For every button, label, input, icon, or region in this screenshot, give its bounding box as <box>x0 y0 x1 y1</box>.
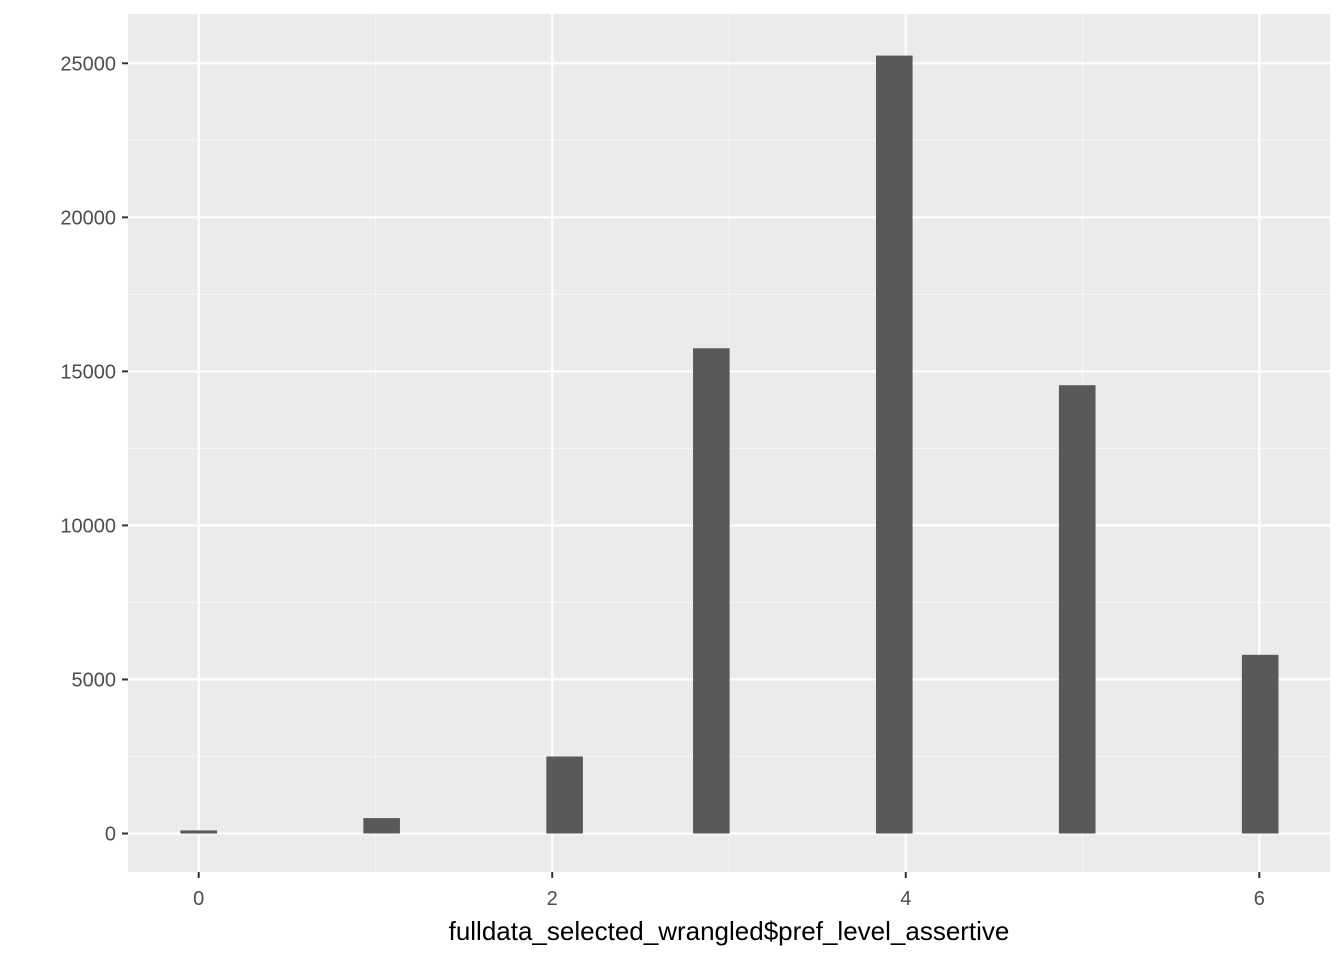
histogram-bar <box>1058 385 1096 834</box>
histogram-bar <box>693 348 730 834</box>
histogram-bar <box>363 818 400 834</box>
histogram-bar <box>180 830 218 834</box>
bars <box>180 55 1279 834</box>
y-tick-label: 0 <box>105 823 116 845</box>
y-tick-label: 15000 <box>60 361 116 383</box>
y-tick-label: 20000 <box>60 207 116 229</box>
x-axis: 0 2 4 6 <box>193 872 1265 910</box>
x-tick-label: 4 <box>900 888 911 910</box>
histogram-bar <box>1241 654 1279 834</box>
x-tick-label: 0 <box>193 888 204 910</box>
histogram-bar <box>875 55 913 834</box>
histogram-bar <box>546 756 583 834</box>
y-axis: 0 5000 10000 15000 20000 25000 <box>60 53 128 845</box>
x-tick-label: 6 <box>1254 888 1265 910</box>
y-tick-label: 5000 <box>72 669 117 691</box>
y-tick-label: 10000 <box>60 515 116 537</box>
x-axis-title: fulldata_selected_wrangled$pref_level_as… <box>449 916 1010 946</box>
y-tick-label: 25000 <box>60 53 116 75</box>
x-tick-label: 2 <box>547 888 558 910</box>
